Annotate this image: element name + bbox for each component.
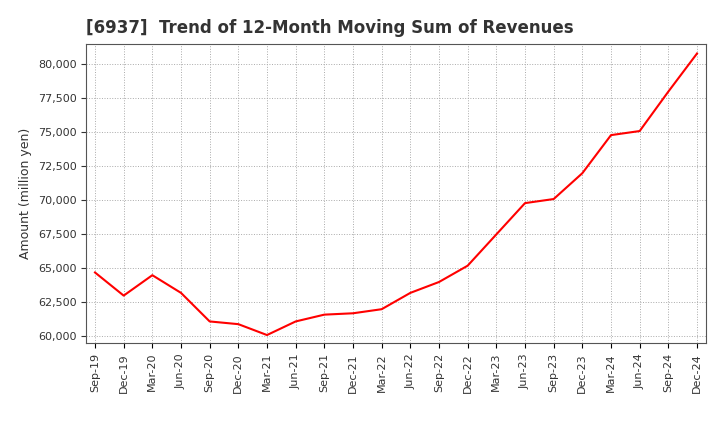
Text: [6937]  Trend of 12-Month Moving Sum of Revenues: [6937] Trend of 12-Month Moving Sum of R… [86,19,574,37]
Y-axis label: Amount (million yen): Amount (million yen) [19,128,32,259]
